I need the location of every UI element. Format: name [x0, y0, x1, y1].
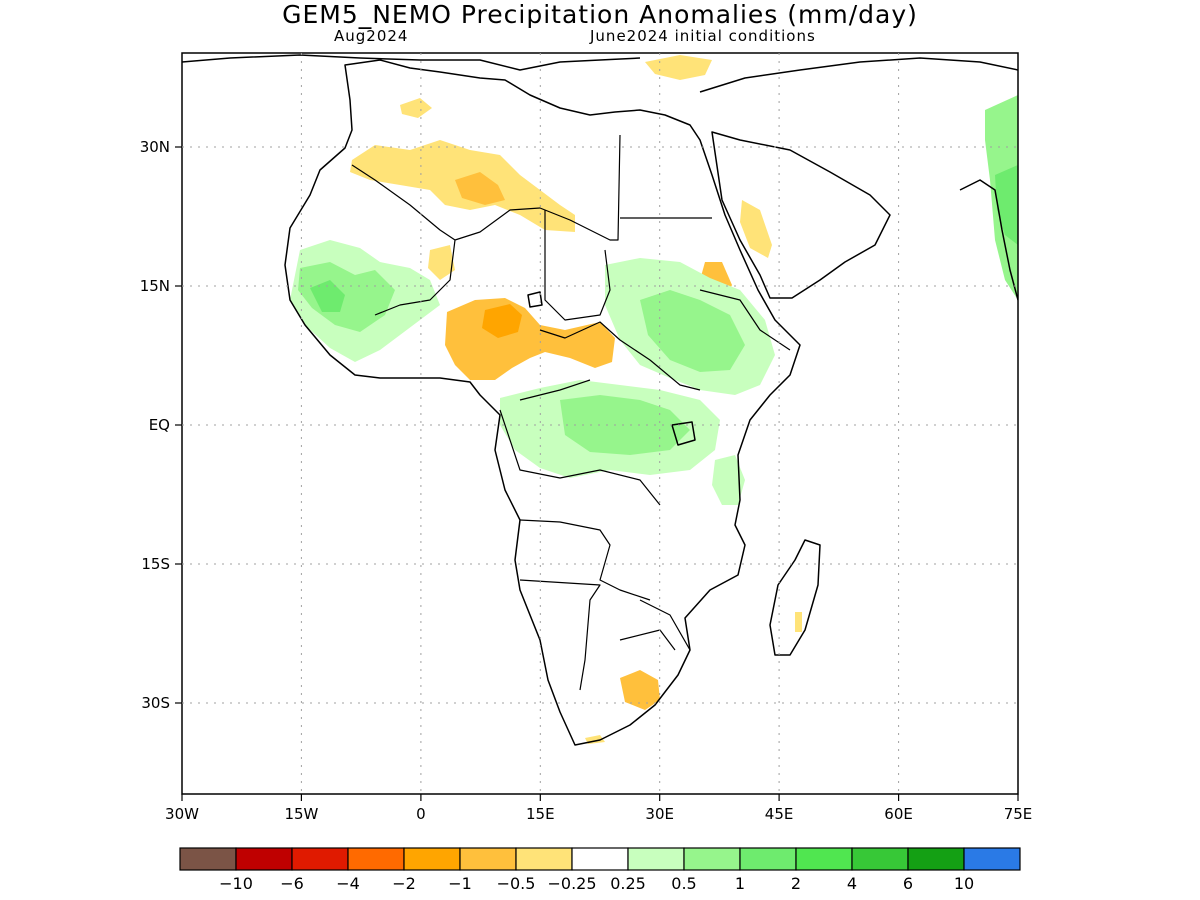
india-coastline [959, 179, 1018, 301]
colorbar-swatch [515, 847, 573, 871]
colorbar-swatch [851, 847, 909, 871]
colorbar-label: 1 [735, 874, 745, 893]
arabia-coastline [711, 131, 891, 299]
colorbar-label: −0.5 [497, 874, 536, 893]
plot-frame [181, 52, 1019, 795]
wet-anomaly-india-core [995, 165, 1018, 245]
forecast-month: Aug2024 [334, 27, 409, 45]
coastlines [182, 54, 1018, 746]
dry-anomaly-mediterranean [645, 55, 712, 80]
colorbar-swatch [795, 847, 853, 871]
lon-label: 45E [765, 805, 794, 823]
lon-label: 15W [284, 805, 318, 823]
colorbar-swatch [403, 847, 461, 871]
wet-anomaly-east-africa [712, 455, 745, 505]
dry-anomaly-sahel-small [428, 245, 455, 280]
colorbar-label: 6 [903, 874, 913, 893]
colorbar-swatch [179, 847, 237, 871]
colorbar-label: −4 [336, 874, 360, 893]
lake-victoria [671, 421, 696, 446]
grid-lines [182, 53, 1018, 794]
lon-label: 15E [526, 805, 555, 823]
colorbar-label: 0.25 [610, 874, 646, 893]
dry-anomaly-south-africa [620, 670, 660, 710]
colorbar-label: 4 [847, 874, 857, 893]
lon-label: 60E [884, 805, 913, 823]
dry-anomaly-nigeria [445, 298, 615, 380]
colorbar-label: 2 [791, 874, 801, 893]
wet-anomaly-congo-core [560, 395, 690, 455]
wet-anomaly-west-africa-core [298, 262, 395, 332]
lat-label: 15S [141, 555, 170, 573]
colorbar-label: −6 [280, 874, 304, 893]
map-title: GEM5_NEMO Precipitation Anomalies (mm/da… [282, 0, 918, 29]
colorbar-swatch [347, 847, 405, 871]
colorbar [179, 847, 1021, 871]
colorbar-label: −2 [392, 874, 416, 893]
lat-label: 30N [140, 138, 170, 156]
madagascar-coastline [769, 539, 821, 656]
colorbar-swatch [907, 847, 965, 871]
anomaly-shading [290, 55, 1018, 744]
colorbar-swatch [739, 847, 797, 871]
wet-anomaly-ethiopia-core [640, 290, 745, 372]
colorbar-swatch [291, 847, 349, 871]
dry-anomaly-northwest [400, 98, 432, 118]
colorbar-label: −0.25 [547, 874, 596, 893]
dry-anomaly-arabia [740, 200, 772, 258]
colorbar-labels: −10 −6 −4 −2 −1 −0.5 −0.25 0.25 0.5 1 2 4 6 10 [219, 874, 974, 893]
latitude-labels: 30N 15N EQ 15S 30S [140, 138, 170, 712]
colorbar-swatch [571, 847, 629, 871]
dry-anomaly-sahara-patch [455, 172, 505, 205]
lon-label: 30E [645, 805, 674, 823]
colorbar-label: 0.5 [671, 874, 696, 893]
colorbar-swatch [627, 847, 685, 871]
europe-coastline [182, 54, 641, 71]
lake-chad [527, 291, 543, 308]
longitude-labels: 30W 15W 0 15E 30E 45E 60E 75E [165, 805, 1032, 823]
colorbar-swatch [235, 847, 293, 871]
colorbar-label: −10 [219, 874, 253, 893]
lat-label: EQ [149, 416, 170, 434]
colorbar-label: −1 [448, 874, 472, 893]
lon-label: 0 [416, 805, 426, 823]
lon-label: 75E [1004, 805, 1033, 823]
colorbar-swatch [963, 847, 1021, 871]
lat-label: 30S [141, 694, 170, 712]
axis-ticks [175, 146, 1019, 801]
lat-label: 15N [140, 277, 170, 295]
wet-anomaly-guinea-core [310, 280, 345, 312]
initial-conditions-label: June2024 initial conditions [590, 27, 816, 45]
colorbar-swatch [683, 847, 741, 871]
africa-coastline [284, 59, 801, 746]
lon-label: 30W [165, 805, 199, 823]
colorbar-swatch [459, 847, 517, 871]
dry-anomaly-nigeria-core [482, 304, 522, 338]
asia-outline [699, 57, 1018, 93]
colorbar-label: 10 [954, 874, 974, 893]
dry-anomaly-madagascar [795, 612, 802, 632]
